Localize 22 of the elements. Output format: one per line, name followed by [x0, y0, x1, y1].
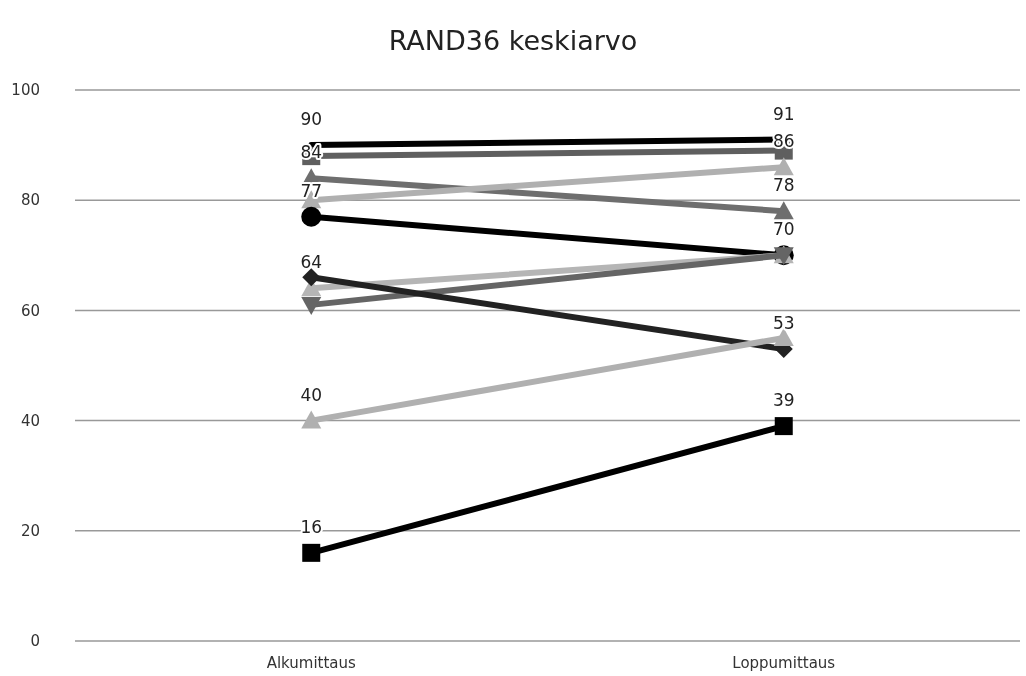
data-label: 16 [300, 516, 323, 537]
y-tick-label: 80 [20, 191, 40, 210]
data-label: 78 [772, 175, 795, 196]
data-label: 64 [300, 252, 323, 273]
chart-title: RAND36 keskiarvo [388, 25, 638, 56]
y-tick-label: 40 [20, 411, 40, 430]
point [774, 417, 793, 436]
x-tick-label: Alkumittaus [266, 654, 357, 672]
y-tick-label: 60 [20, 301, 40, 320]
point [302, 543, 321, 562]
data-label: 53 [772, 312, 795, 333]
y-tick-label: 100 [11, 81, 40, 100]
data-label: 70 [772, 219, 795, 240]
data-label: 86 [772, 131, 795, 152]
point [301, 206, 322, 227]
data-label: 39 [772, 390, 795, 411]
x-tick-label: Loppumittaus [732, 654, 836, 672]
data-label: 90 [300, 109, 323, 130]
data-label: 40 [300, 384, 323, 405]
y-tick-label: 20 [20, 522, 40, 541]
data-label: 91 [772, 103, 795, 124]
y-tick-label: 0 [30, 632, 40, 651]
